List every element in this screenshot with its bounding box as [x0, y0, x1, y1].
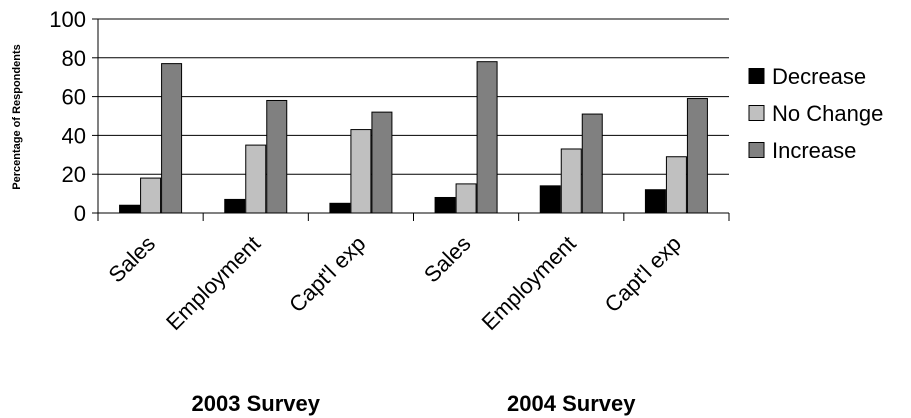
x-category-label: Employment — [161, 231, 265, 335]
bar-no-change — [455, 183, 477, 214]
bar-decrease — [119, 204, 141, 214]
y-tick-label: 40 — [62, 123, 86, 148]
x-category-label: Capt'l exp — [284, 231, 370, 317]
y-axis-title: Percentage of Respondents — [11, 44, 23, 189]
bars — [119, 61, 708, 214]
legend-swatch — [748, 105, 765, 121]
bar-increase — [161, 63, 183, 214]
y-tick-label: 80 — [62, 46, 86, 71]
survey-group-label: 2004 Survey — [507, 391, 636, 416]
y-tick-label: 20 — [62, 162, 86, 187]
bar-decrease — [329, 202, 351, 214]
y-tick-label: 60 — [62, 85, 86, 110]
survey-group-labels: 2003 Survey 2004 Survey — [192, 391, 637, 416]
x-category-labels: Sales Employment Capt'l exp Sales Employment… — [104, 231, 686, 335]
bar-no-change — [665, 156, 687, 214]
y-tick-labels: 0 20 40 60 80 100 — [49, 7, 86, 226]
legend-swatch — [748, 142, 765, 158]
x-category-label: Sales — [104, 231, 161, 288]
bar-decrease — [434, 196, 456, 214]
x-category-label: Sales — [419, 231, 476, 288]
legend-label: Decrease — [772, 64, 866, 89]
gridlines — [98, 18, 729, 175]
bar-no-change — [560, 148, 582, 214]
legend: Decrease No Change Increase — [748, 64, 883, 163]
bar-no-change — [350, 129, 372, 214]
legend-label: No Change — [772, 101, 883, 126]
y-tick-label: 0 — [74, 201, 86, 226]
x-category-label: Capt'l exp — [600, 231, 686, 317]
bar-increase — [581, 113, 603, 214]
bar-increase — [476, 61, 498, 214]
x-category-label: Employment — [477, 231, 581, 335]
bar-increase — [686, 98, 708, 214]
bar-decrease — [224, 198, 246, 214]
bar-increase — [266, 99, 288, 214]
y-tick-label: 100 — [49, 7, 86, 32]
bar-no-change — [140, 177, 162, 214]
legend-swatch — [748, 68, 765, 84]
survey-group-label: 2003 Survey — [192, 391, 321, 416]
bar-decrease — [644, 189, 666, 214]
bar-no-change — [245, 144, 267, 214]
legend-label: Increase — [772, 138, 856, 163]
axes — [92, 18, 730, 221]
bar-increase — [371, 111, 393, 214]
bar-decrease — [539, 185, 561, 214]
